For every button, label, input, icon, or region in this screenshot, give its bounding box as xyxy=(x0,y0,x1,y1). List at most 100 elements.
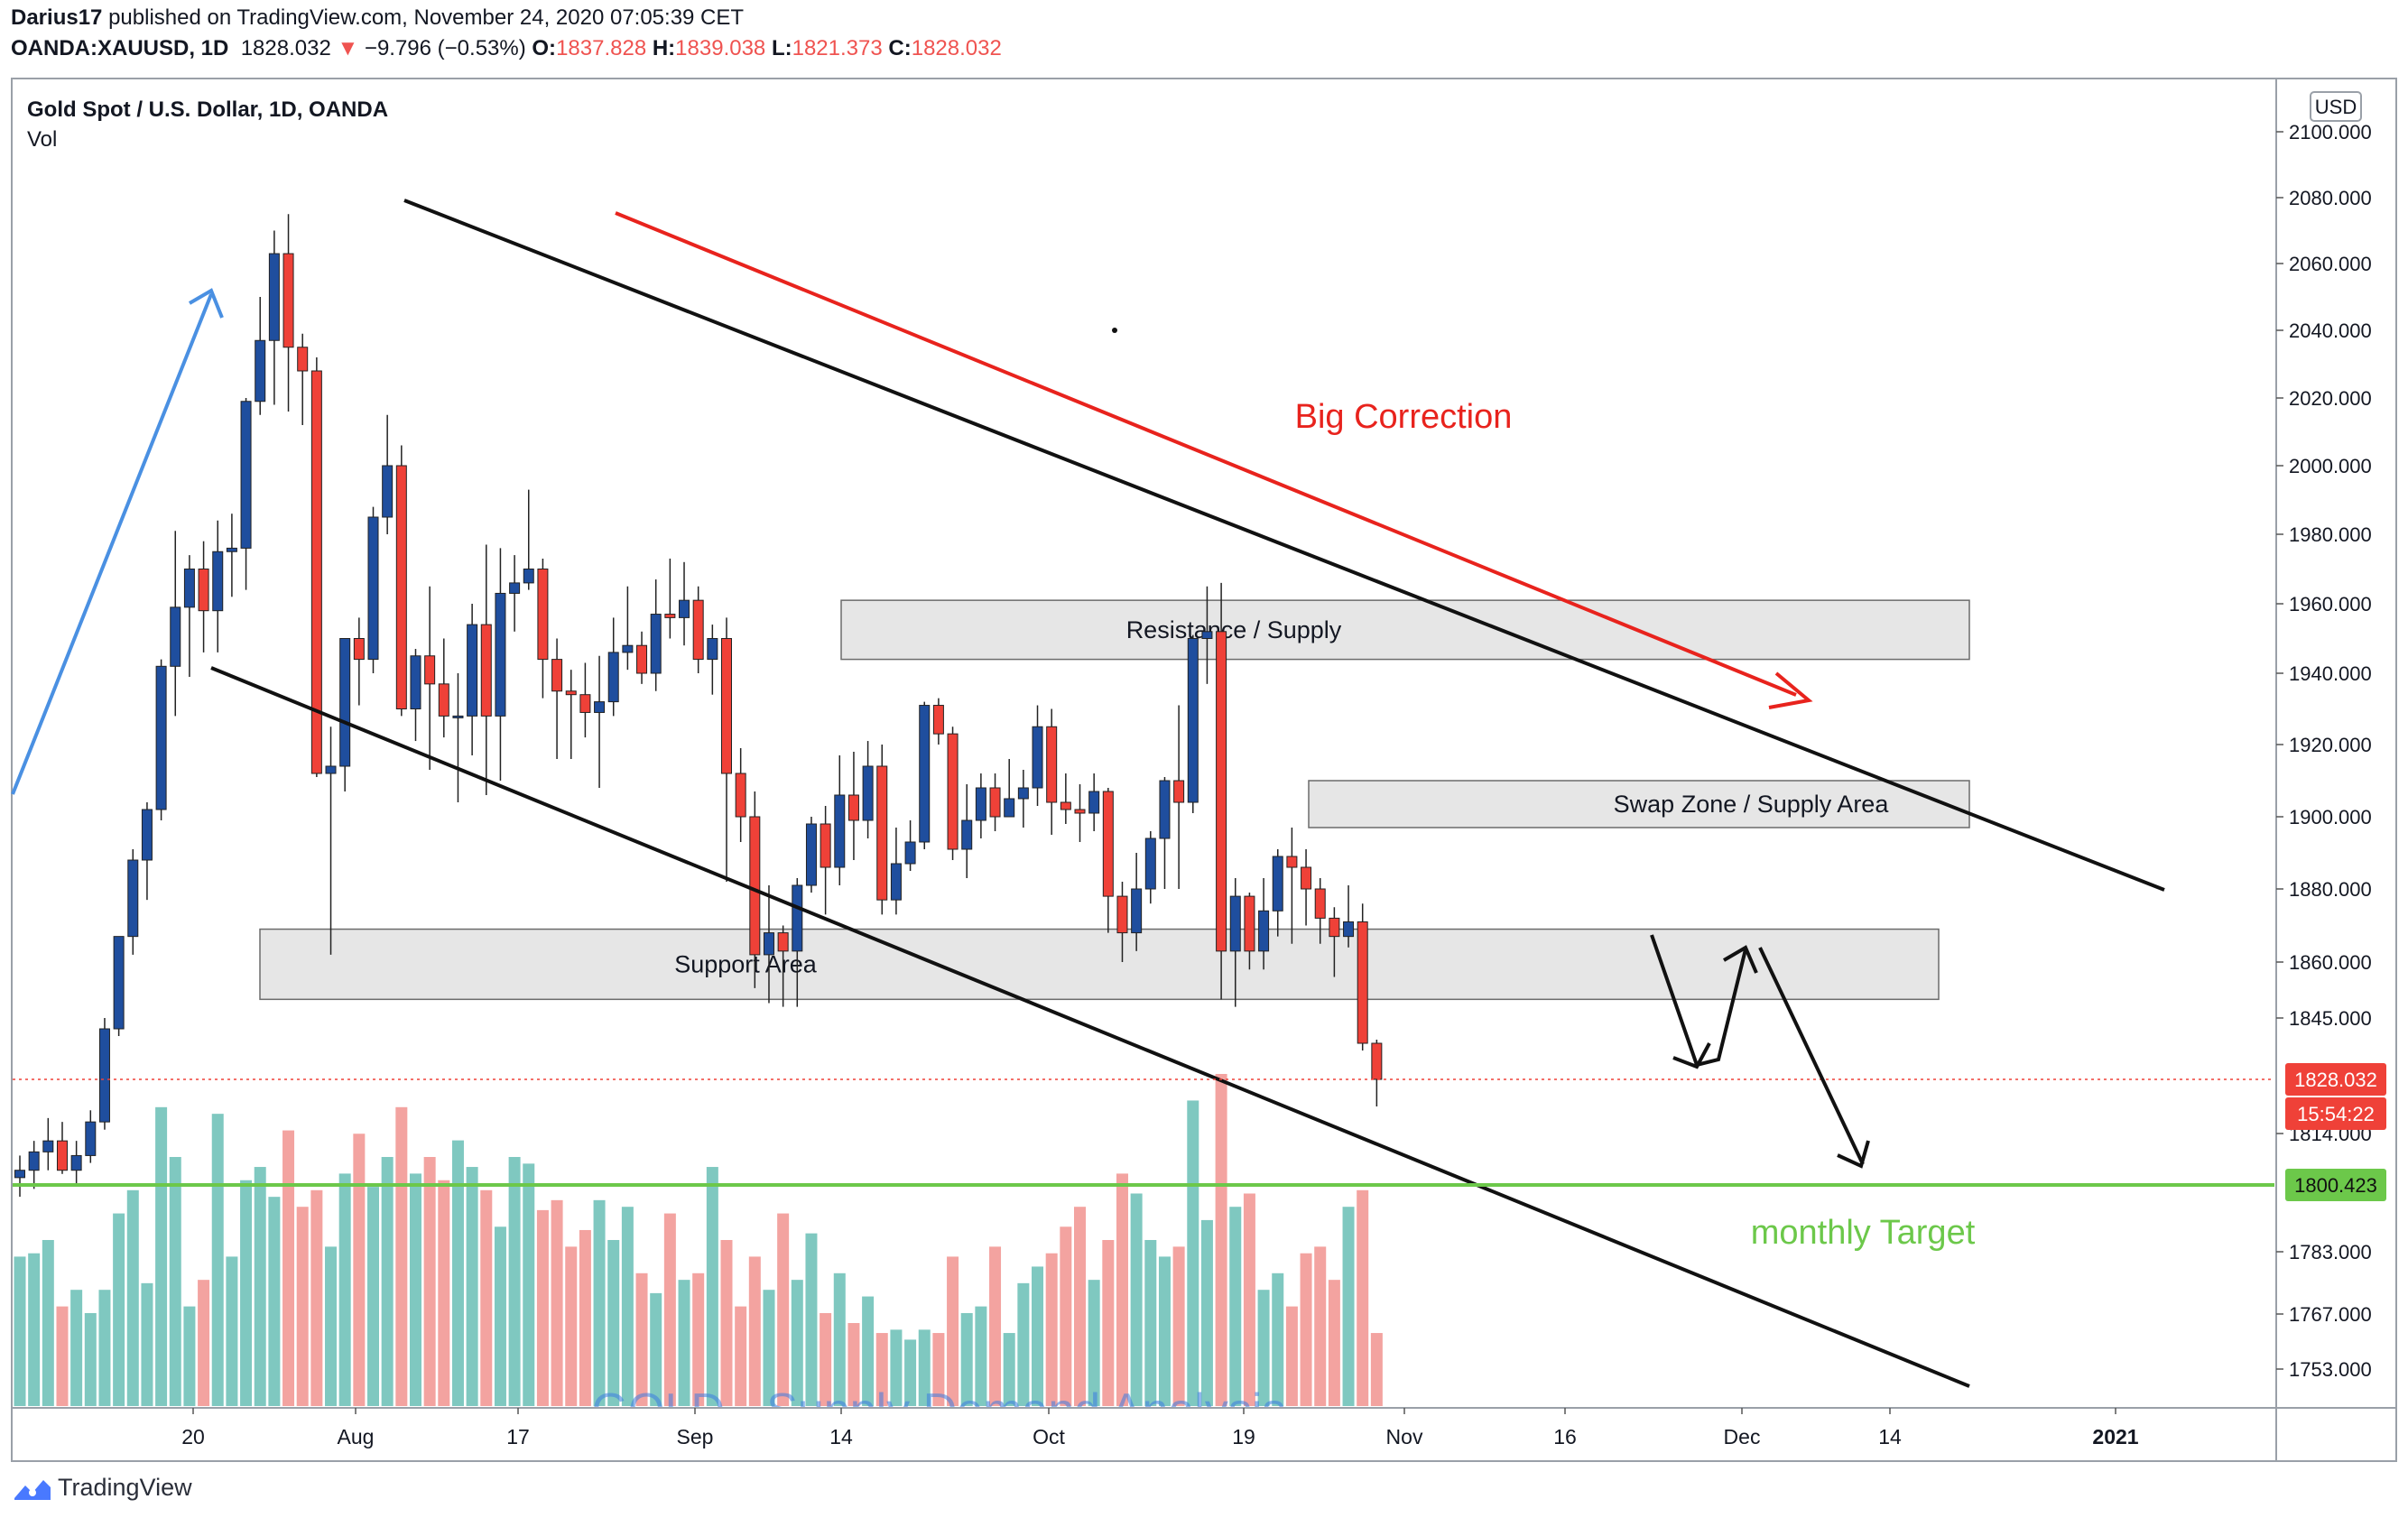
volume-bar xyxy=(1158,1256,1171,1406)
candle-body xyxy=(480,624,492,717)
time-tick-label: 16 xyxy=(1553,1425,1577,1448)
volume-bar xyxy=(706,1167,718,1406)
low-label: L: xyxy=(771,36,792,60)
price-axis[interactable]: 2100.000 2080.000 2060.000 2040.000 2020.000… xyxy=(2276,121,2372,1381)
projection-path[interactable] xyxy=(1650,934,1747,1068)
time-tick-label: 14 xyxy=(829,1425,853,1448)
candle-body xyxy=(975,787,986,821)
candle-body xyxy=(919,705,931,843)
low-value: 1821.373 xyxy=(792,36,883,60)
candle-body xyxy=(749,816,761,956)
countdown-tag-text: 15:54:22 xyxy=(2297,1103,2375,1125)
candle-body xyxy=(692,599,704,661)
time-tick-label: Oct xyxy=(1033,1425,1065,1448)
currency-badge[interactable] xyxy=(2310,91,2362,122)
legend-vol[interactable]: Vol xyxy=(27,127,57,152)
volume-bar xyxy=(1088,1280,1100,1406)
time-tick-label: 2021 xyxy=(2092,1425,2138,1448)
volume-bar xyxy=(84,1312,97,1406)
price-tick-label: 1960.000 xyxy=(2289,593,2372,615)
candle-body xyxy=(607,652,619,703)
close-label: C: xyxy=(888,36,912,60)
volume-bar xyxy=(226,1256,238,1406)
time-tick-label: 19 xyxy=(1232,1425,1255,1448)
volume-bar xyxy=(325,1246,338,1406)
candle-body xyxy=(1159,780,1171,839)
candle-body xyxy=(1187,638,1199,803)
open-value: 1837.828 xyxy=(556,36,647,60)
candle-body xyxy=(664,614,676,618)
candle-body xyxy=(1004,798,1015,818)
volume-bar xyxy=(310,1189,323,1406)
candle-body xyxy=(1201,631,1213,639)
author-name[interactable]: Darius17 xyxy=(11,5,103,30)
volume-bar xyxy=(480,1189,493,1406)
high-value: 1839.038 xyxy=(675,36,766,60)
volume-bar xyxy=(663,1213,676,1406)
volume-bar xyxy=(268,1197,281,1406)
candle-body xyxy=(98,1028,110,1123)
uptrend-arrow[interactable] xyxy=(11,293,213,795)
volume-bar xyxy=(466,1167,478,1406)
time-axis-cover xyxy=(13,1408,2274,1460)
projection-arrowhead-3 xyxy=(1837,1140,1870,1169)
volume-bar xyxy=(451,1140,464,1406)
volume-bar xyxy=(1017,1282,1030,1406)
tradingview-footer[interactable]: TradingView xyxy=(13,1474,192,1502)
candle-body xyxy=(1229,895,1241,952)
volume-bar xyxy=(1130,1193,1143,1406)
zone-box xyxy=(1308,780,1970,828)
candle-body xyxy=(14,1170,25,1179)
candle-body xyxy=(636,644,648,674)
candle-body xyxy=(1329,917,1340,938)
candle-body xyxy=(183,569,195,608)
countdown-tag xyxy=(2285,1097,2386,1130)
price-tick-label: 2000.000 xyxy=(2289,455,2372,477)
volume-bar xyxy=(862,1296,875,1406)
channel-lower-line[interactable] xyxy=(210,666,1970,1388)
candle-body xyxy=(1272,856,1283,912)
channel-upper-line[interactable] xyxy=(403,199,2165,892)
price-tick-label: 1860.000 xyxy=(2289,951,2372,974)
candle-body xyxy=(805,823,817,886)
volume-bar xyxy=(947,1256,959,1406)
time-tick-label: 14 xyxy=(1878,1425,1902,1448)
volume-bar xyxy=(353,1134,366,1406)
legend-title[interactable]: Gold Spot / U.S. Dollar, 1D, OANDA xyxy=(27,97,388,122)
stray-dot xyxy=(1112,328,1117,333)
price-tick-label: 1980.000 xyxy=(2289,523,2372,546)
time-tick-label: Dec xyxy=(1724,1425,1761,1448)
volume-bar xyxy=(183,1306,196,1406)
price-tick-label: 1845.000 xyxy=(2289,1007,2372,1030)
tradingview-logo-icon xyxy=(14,1479,51,1500)
candle-body xyxy=(721,638,732,774)
candle-body xyxy=(989,787,1001,818)
volume-bar xyxy=(1172,1246,1185,1406)
time-axis[interactable]: 20 Aug 17 Sep 14 Oct 19 Nov 16 Dec 14 2021 xyxy=(181,1408,2139,1448)
projection-down-arrow[interactable] xyxy=(1758,947,1865,1165)
currency-label: USD xyxy=(2315,96,2357,118)
volume-bar xyxy=(904,1339,917,1406)
candle-body xyxy=(1244,895,1255,952)
correction-arrow[interactable] xyxy=(615,211,1797,697)
candle-body xyxy=(961,819,973,850)
volume-bar xyxy=(1300,1253,1312,1406)
candle-body xyxy=(1258,910,1270,952)
volume-bar xyxy=(1045,1253,1058,1406)
volume-bar xyxy=(98,1290,111,1406)
volume-bar xyxy=(805,1233,818,1406)
volume-bar xyxy=(875,1333,888,1406)
volume-bar xyxy=(1215,1074,1227,1406)
volume-bar xyxy=(1257,1290,1270,1406)
volume-bar xyxy=(409,1173,421,1406)
candle-body xyxy=(834,794,846,868)
close-value: 1828.032 xyxy=(911,36,1002,60)
volume-bar xyxy=(650,1292,662,1406)
candle-body xyxy=(1286,856,1298,868)
candle-body xyxy=(212,551,224,612)
candle-body xyxy=(594,701,606,713)
uptrend-arrow-head xyxy=(188,288,224,319)
candle-body xyxy=(565,690,577,696)
candle-body xyxy=(226,547,237,552)
